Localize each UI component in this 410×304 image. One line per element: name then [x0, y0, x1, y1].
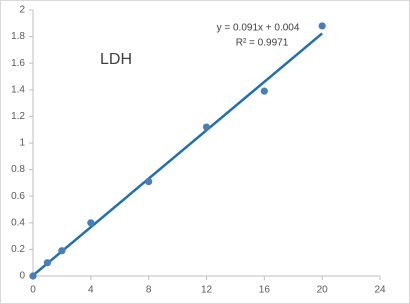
y-tick-label: 1 — [19, 138, 25, 149]
r-squared: R² = 0.9971 — [236, 38, 289, 49]
x-tick-label: 12 — [201, 285, 213, 296]
y-tick-label: 0.4 — [11, 217, 25, 228]
x-tick-label: 0 — [30, 285, 36, 296]
y-tick-label: 1.8 — [11, 31, 25, 42]
data-point — [58, 247, 66, 255]
data-point — [43, 259, 52, 267]
y-tick-label: 0 — [19, 271, 25, 282]
x-tick-label: 20 — [317, 285, 329, 296]
x-tick-label: 8 — [146, 285, 152, 296]
data-point — [87, 219, 95, 227]
data-point — [318, 22, 326, 30]
chart-label: LDH — [100, 51, 132, 68]
y-tick-label: 0.6 — [11, 191, 25, 202]
y-tick-label: 1.6 — [11, 58, 25, 69]
equation: y = 0.091x + 0.004 — [217, 23, 300, 34]
y-tick-label: 1.4 — [11, 84, 25, 95]
x-tick-label: 24 — [374, 285, 386, 296]
data-point — [202, 123, 211, 131]
y-tick-label: 0.2 — [11, 244, 25, 255]
y-tick-label: 0.8 — [11, 164, 25, 175]
trendline — [32, 32, 323, 277]
data-point — [145, 177, 153, 186]
x-tick-label: 16 — [259, 285, 271, 296]
x-tick-label: 4 — [88, 285, 94, 296]
y-tick-label: 2 — [19, 5, 25, 16]
y-tick-label: 1.2 — [11, 111, 25, 122]
data-point — [29, 272, 37, 280]
data-point — [260, 87, 268, 95]
